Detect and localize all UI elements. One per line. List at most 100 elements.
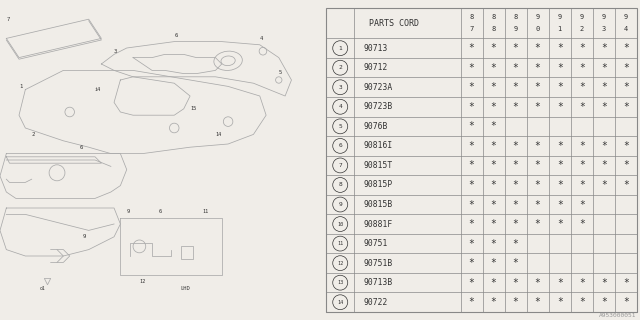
Text: *: * xyxy=(535,278,541,288)
Text: *: * xyxy=(491,160,497,171)
Text: 6: 6 xyxy=(159,209,161,214)
Text: *: * xyxy=(623,180,628,190)
Text: *: * xyxy=(491,219,497,229)
Text: 7: 7 xyxy=(470,26,474,32)
Text: o1: o1 xyxy=(40,285,45,291)
Text: LHD: LHD xyxy=(180,285,190,291)
Text: *: * xyxy=(579,43,585,53)
Text: *: * xyxy=(468,180,475,190)
Text: *: * xyxy=(601,297,607,307)
Text: *: * xyxy=(579,141,585,151)
Text: 8: 8 xyxy=(339,182,342,188)
Text: 90722: 90722 xyxy=(364,298,388,307)
Text: 4: 4 xyxy=(260,36,263,41)
Text: 9: 9 xyxy=(127,209,130,214)
Text: 90751: 90751 xyxy=(364,239,388,248)
Text: 8: 8 xyxy=(513,14,518,20)
Text: 7: 7 xyxy=(339,163,342,168)
Text: *: * xyxy=(513,278,518,288)
Text: *: * xyxy=(535,82,541,92)
Text: *: * xyxy=(557,219,563,229)
Text: 14: 14 xyxy=(216,132,221,137)
Text: *: * xyxy=(513,160,518,171)
Text: 9: 9 xyxy=(83,234,86,239)
Text: 8: 8 xyxy=(492,26,496,32)
Text: *: * xyxy=(491,43,497,53)
Text: *: * xyxy=(557,43,563,53)
Text: 6: 6 xyxy=(174,33,177,38)
Text: *: * xyxy=(513,219,518,229)
Text: 10: 10 xyxy=(337,221,343,227)
Text: *: * xyxy=(468,121,475,131)
Text: *: * xyxy=(535,160,541,171)
Text: *: * xyxy=(535,219,541,229)
Text: *: * xyxy=(468,43,475,53)
Text: *: * xyxy=(623,82,628,92)
Text: 1: 1 xyxy=(339,46,342,51)
Text: *: * xyxy=(579,199,585,210)
Text: 4: 4 xyxy=(339,104,342,109)
Text: *: * xyxy=(491,121,497,131)
Bar xyxy=(180,246,193,259)
Text: 15: 15 xyxy=(190,106,196,111)
Text: 1: 1 xyxy=(557,26,562,32)
Text: 9076B: 9076B xyxy=(364,122,388,131)
Text: 90712: 90712 xyxy=(364,63,388,72)
Text: *: * xyxy=(557,278,563,288)
Text: 3: 3 xyxy=(602,26,606,32)
Text: i4: i4 xyxy=(95,87,101,92)
Text: 2: 2 xyxy=(32,132,35,137)
Text: *: * xyxy=(491,297,497,307)
Text: 6: 6 xyxy=(339,143,342,148)
Text: *: * xyxy=(601,180,607,190)
Text: *: * xyxy=(579,297,585,307)
Text: 3: 3 xyxy=(339,85,342,90)
Text: *: * xyxy=(557,180,563,190)
Text: 9: 9 xyxy=(339,202,342,207)
Text: *: * xyxy=(513,297,518,307)
Text: *: * xyxy=(513,180,518,190)
Text: *: * xyxy=(623,141,628,151)
Text: *: * xyxy=(623,63,628,73)
Text: 9: 9 xyxy=(557,14,562,20)
Text: *: * xyxy=(557,63,563,73)
Text: *: * xyxy=(535,43,541,53)
Text: 2: 2 xyxy=(580,26,584,32)
Text: 9: 9 xyxy=(513,26,518,32)
Text: *: * xyxy=(623,278,628,288)
Text: *: * xyxy=(535,141,541,151)
Text: *: * xyxy=(623,297,628,307)
Text: *: * xyxy=(468,82,475,92)
Text: PARTS CORD: PARTS CORD xyxy=(369,19,419,28)
Text: *: * xyxy=(557,160,563,171)
Text: *: * xyxy=(557,102,563,112)
Text: *: * xyxy=(491,239,497,249)
Text: 90713: 90713 xyxy=(364,44,388,53)
Text: *: * xyxy=(623,160,628,171)
Text: *: * xyxy=(468,219,475,229)
Text: *: * xyxy=(491,82,497,92)
Text: *: * xyxy=(579,63,585,73)
Text: *: * xyxy=(468,63,475,73)
Text: *: * xyxy=(491,199,497,210)
Text: 90815P: 90815P xyxy=(364,180,393,189)
Text: *: * xyxy=(535,102,541,112)
Text: 90751B: 90751B xyxy=(364,259,393,268)
Text: *: * xyxy=(468,297,475,307)
Text: 5: 5 xyxy=(279,69,282,75)
Text: *: * xyxy=(557,82,563,92)
Text: *: * xyxy=(557,199,563,210)
Text: *: * xyxy=(491,278,497,288)
Text: *: * xyxy=(513,239,518,249)
Text: 90816I: 90816I xyxy=(364,141,393,150)
Text: *: * xyxy=(491,258,497,268)
Text: *: * xyxy=(579,160,585,171)
Text: A953000051: A953000051 xyxy=(599,313,637,318)
Text: 11: 11 xyxy=(203,209,209,214)
Text: 90723A: 90723A xyxy=(364,83,393,92)
Text: *: * xyxy=(513,199,518,210)
Text: 11: 11 xyxy=(337,241,343,246)
Text: *: * xyxy=(579,82,585,92)
Text: 90815B: 90815B xyxy=(364,200,393,209)
Text: *: * xyxy=(535,63,541,73)
